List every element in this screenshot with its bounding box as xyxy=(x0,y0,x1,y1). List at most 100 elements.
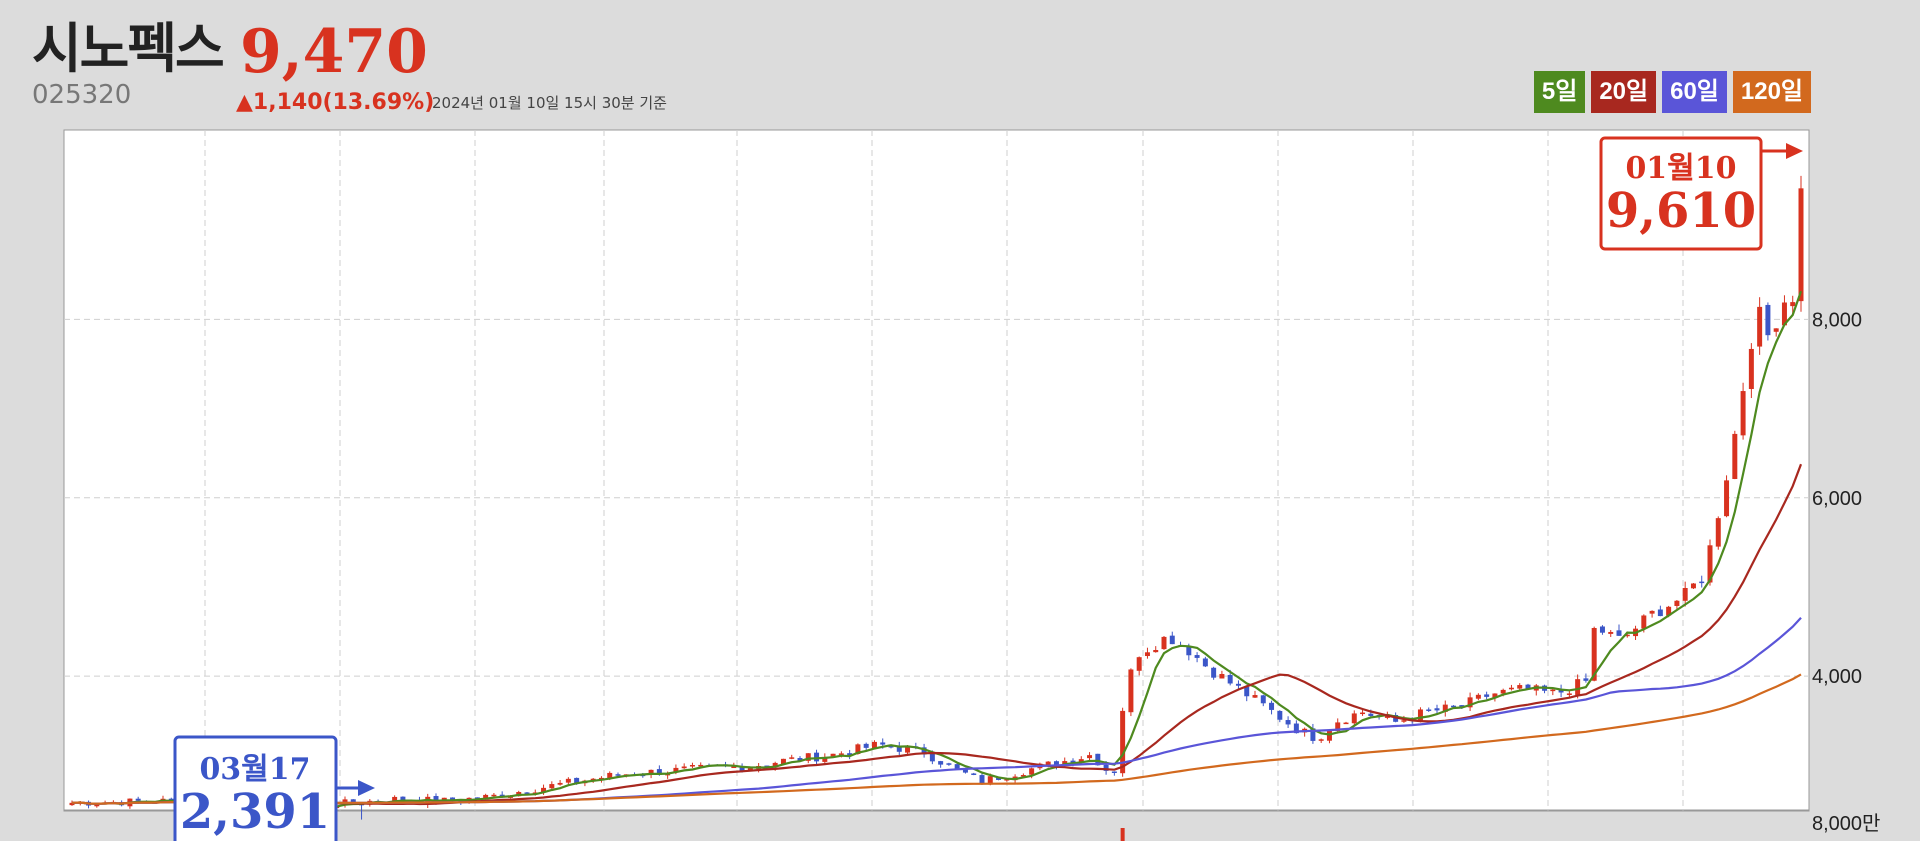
candle-body xyxy=(1790,302,1796,307)
candle-body xyxy=(698,764,704,767)
current-price: 9,470 xyxy=(240,17,428,87)
candle-body xyxy=(656,769,662,775)
candle-body xyxy=(929,753,935,762)
candle-body xyxy=(1169,635,1175,645)
candle-body xyxy=(69,802,75,806)
candle-body xyxy=(1326,730,1332,741)
candle-body xyxy=(524,792,530,794)
candle-body xyxy=(1070,760,1076,764)
candle-body xyxy=(1757,306,1763,347)
y-tick-label: 6,000 xyxy=(1812,488,1862,510)
candle-body xyxy=(1434,708,1440,711)
candle-body xyxy=(1657,609,1663,617)
candle-body xyxy=(1260,695,1266,704)
candle-body xyxy=(168,798,174,801)
volume-axis-label: 8,000만 xyxy=(1812,812,1880,835)
candle-body xyxy=(1194,655,1200,658)
candle-body xyxy=(1566,693,1572,695)
candle-body xyxy=(1748,348,1754,389)
candle-body xyxy=(1360,712,1366,715)
candle-body xyxy=(1624,634,1630,637)
candle-body xyxy=(905,746,911,753)
candle-body xyxy=(1715,518,1721,547)
candle-body xyxy=(1277,710,1283,720)
volume-bar xyxy=(1120,828,1125,841)
candle-body xyxy=(1724,480,1730,517)
ma-legend: 5일 20일 60일 120일 xyxy=(1533,71,1811,113)
candle-body xyxy=(1699,581,1705,584)
candle-body xyxy=(491,794,497,797)
candle-body xyxy=(789,757,795,759)
candle-body xyxy=(1310,728,1316,741)
candle-body xyxy=(1550,689,1556,692)
candle-body xyxy=(1690,583,1696,589)
candle-body xyxy=(1781,302,1787,326)
candle-body xyxy=(648,769,654,775)
candle-body xyxy=(739,765,745,772)
candle-body xyxy=(1351,713,1357,724)
candle-body xyxy=(673,767,679,773)
candle-body xyxy=(747,767,753,771)
candle-body xyxy=(1674,600,1680,606)
candle-body xyxy=(1211,667,1217,678)
high-date: 01월10 xyxy=(1625,151,1736,186)
candle-body xyxy=(1293,723,1299,734)
candle-body xyxy=(1219,673,1225,679)
candle-body xyxy=(772,762,778,767)
candle-body xyxy=(392,796,398,803)
moving-averages xyxy=(71,290,1803,810)
candle-body xyxy=(1161,636,1167,650)
candle-body xyxy=(1128,669,1134,713)
legend-ma120[interactable]: 120일 xyxy=(1732,71,1811,113)
candle-body xyxy=(549,784,555,789)
candle-body xyxy=(1616,630,1622,636)
candle-body xyxy=(94,804,100,807)
candle-body xyxy=(1740,391,1746,436)
candle-body xyxy=(1004,779,1010,781)
candle-body xyxy=(987,776,993,785)
candle-body xyxy=(962,768,968,773)
candle-body xyxy=(615,774,621,776)
candle-body xyxy=(1475,694,1481,699)
candle-body xyxy=(1095,753,1101,766)
candle-body xyxy=(946,763,952,765)
legend-ma60[interactable]: 60일 xyxy=(1662,71,1727,113)
legend-ma20[interactable]: 20일 xyxy=(1591,71,1657,113)
candle-body xyxy=(400,796,406,801)
legend-ma5[interactable]: 5일 xyxy=(1533,71,1586,113)
candle-body xyxy=(1285,720,1291,725)
candle-body xyxy=(1773,328,1779,332)
candle-body xyxy=(1078,759,1084,763)
candle-body xyxy=(433,796,439,803)
volume-panel xyxy=(1120,828,1125,841)
candle-body xyxy=(1641,615,1647,629)
candle-body xyxy=(1227,674,1233,684)
candle-body xyxy=(1045,761,1051,765)
candle-body xyxy=(1591,627,1597,681)
candle-body xyxy=(996,777,1002,780)
candle-body xyxy=(1087,755,1093,759)
y-tick-label: 8,000 xyxy=(1812,309,1862,331)
candle-body xyxy=(681,766,687,769)
candle-body xyxy=(1508,687,1514,690)
candle-body xyxy=(350,799,356,804)
high-callout: 01월10 9,610 xyxy=(1599,136,1803,251)
y-tick-label: 4,000 xyxy=(1812,666,1862,688)
candle-body xyxy=(938,761,944,765)
candle-body xyxy=(847,753,853,756)
candle-body xyxy=(1517,685,1523,689)
candle-body xyxy=(780,758,786,765)
candle-body xyxy=(1111,771,1117,773)
plot-area xyxy=(63,129,1810,812)
candle-body xyxy=(1500,689,1506,694)
candle-body xyxy=(896,746,902,752)
candle-body xyxy=(1732,433,1738,479)
candle-body xyxy=(871,741,877,749)
candle-body xyxy=(1318,739,1324,741)
candle-body xyxy=(1020,775,1026,777)
candle-body xyxy=(979,775,985,784)
candle-body xyxy=(1707,545,1713,583)
candle-body xyxy=(1186,646,1192,656)
candle-body xyxy=(574,777,580,783)
